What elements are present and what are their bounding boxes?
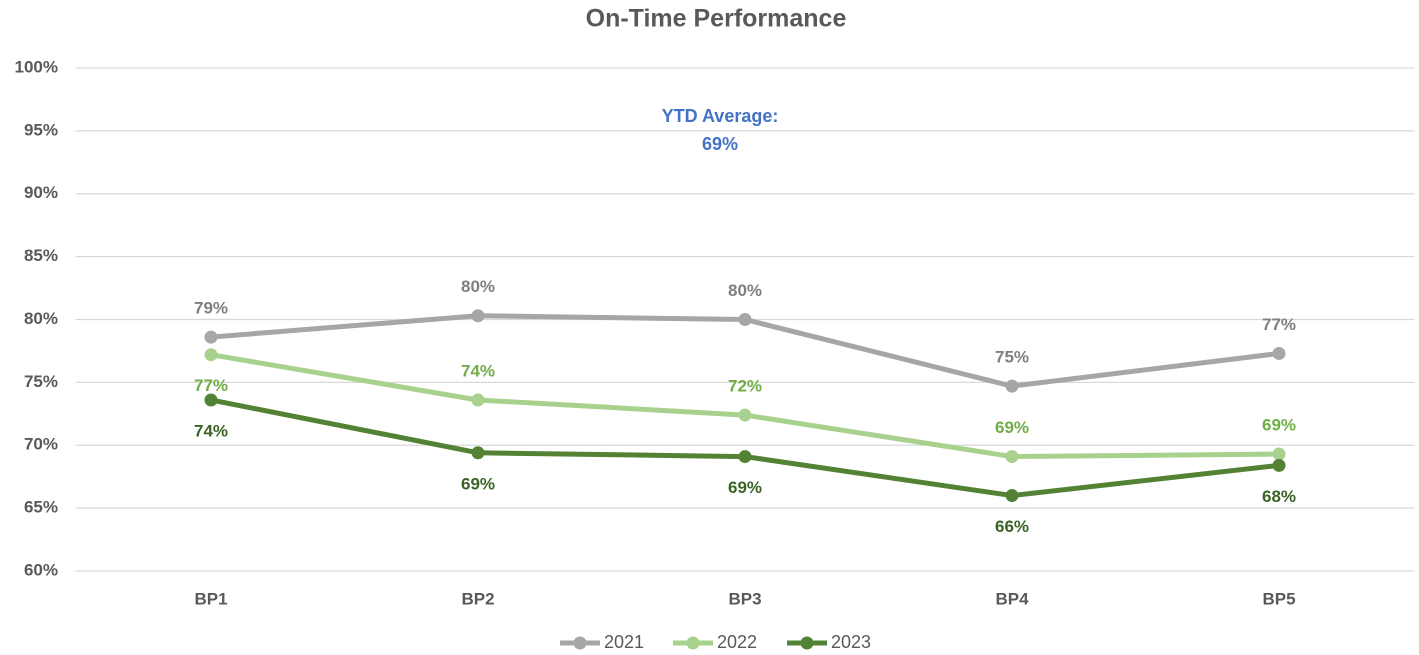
y-tick-label: 85%: [24, 246, 58, 265]
x-tick-label: BP2: [461, 589, 494, 608]
y-tick-label: 80%: [24, 309, 58, 328]
data-point: [1272, 458, 1286, 472]
data-label: 79%: [194, 299, 228, 318]
y-tick-label: 75%: [24, 372, 58, 391]
data-label: 74%: [461, 361, 495, 380]
data-point: [738, 450, 752, 464]
legend-marker: [573, 636, 587, 650]
x-tick-label: BP5: [1262, 589, 1295, 608]
y-tick-label: 90%: [24, 183, 58, 202]
x-tick-label: BP1: [194, 589, 227, 608]
data-point: [204, 330, 218, 344]
data-label: 69%: [995, 418, 1029, 437]
chart-title: On-Time Performance: [586, 5, 847, 33]
data-point: [204, 393, 218, 407]
y-tick-label: 95%: [24, 120, 58, 139]
y-tick-label: 60%: [24, 560, 58, 579]
annotation: 69%: [702, 134, 738, 154]
legend-label: 2022: [717, 632, 757, 652]
data-point: [1272, 447, 1286, 461]
data-label: 80%: [461, 277, 495, 296]
data-label: 69%: [728, 478, 762, 497]
annotation: YTD Average:: [662, 106, 779, 126]
data-point: [471, 446, 485, 460]
data-point: [1005, 489, 1019, 503]
data-point: [738, 313, 752, 326]
data-label: 69%: [1262, 416, 1296, 435]
data-label: 75%: [995, 348, 1029, 367]
series-line: [210, 352, 1280, 460]
legend-marker: [800, 636, 814, 650]
data-point: [204, 348, 218, 362]
legend-label: 2023: [831, 632, 871, 652]
data-label: 66%: [995, 517, 1029, 536]
data-label: 74%: [194, 421, 228, 440]
data-point: [1005, 450, 1019, 464]
data-label: 77%: [1262, 315, 1296, 334]
data-point: [471, 309, 485, 323]
y-tick-label: 70%: [24, 435, 58, 454]
data-label: 72%: [728, 377, 762, 396]
data-point: [738, 408, 752, 422]
data-point: [471, 393, 485, 407]
y-tick-label: 100%: [15, 57, 58, 76]
x-tick-label: BP4: [995, 589, 1029, 608]
y-tick-label: 65%: [24, 498, 58, 517]
data-label: 69%: [461, 474, 495, 493]
data-label: 77%: [194, 376, 228, 395]
x-tick-label: BP3: [728, 589, 761, 608]
data-label: 68%: [1262, 487, 1296, 506]
data-point: [1272, 346, 1286, 360]
legend-label: 2021: [604, 632, 644, 652]
data-label: 80%: [728, 281, 762, 300]
data-point: [1005, 379, 1019, 393]
legend-marker: [686, 636, 700, 650]
